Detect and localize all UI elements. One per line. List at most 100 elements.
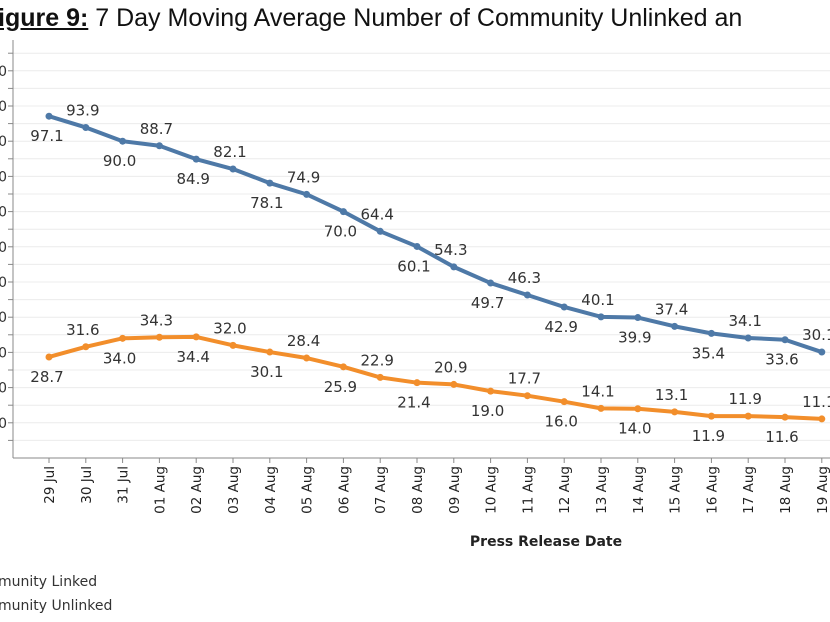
x-tick-label: 10 Aug <box>484 466 500 514</box>
data-label: 33.6 <box>765 351 798 369</box>
data-label: 46.3 <box>508 269 541 287</box>
x-tick-label: 09 Aug <box>447 466 463 514</box>
data-point <box>339 363 347 371</box>
data-point <box>707 412 715 420</box>
data-label: 97.1 <box>30 127 63 145</box>
data-label: 34.3 <box>140 311 173 329</box>
data-point <box>119 137 127 145</box>
data-point <box>155 142 163 150</box>
data-label: 35.4 <box>692 344 725 362</box>
data-point <box>82 343 90 351</box>
data-label: 17.7 <box>508 370 541 388</box>
data-point <box>671 322 679 330</box>
x-tick-label: 14 Aug <box>631 466 647 514</box>
data-point <box>818 348 826 356</box>
x-tick-label: 17 Aug <box>741 466 757 514</box>
data-point <box>781 413 789 421</box>
data-label: 21.4 <box>397 394 430 412</box>
x-tick-label: 31 Jul <box>116 466 132 504</box>
data-label: 42.9 <box>544 318 577 336</box>
data-label: 11.1 <box>802 393 830 411</box>
series-line-linked <box>48 114 823 354</box>
data-point <box>781 336 789 344</box>
x-tick-label: 12 Aug <box>557 466 573 514</box>
data-label: 30.1 <box>250 363 283 381</box>
data-point <box>45 112 53 120</box>
data-point <box>45 353 53 361</box>
data-label: 70.0 <box>324 223 357 241</box>
data-label: 60.1 <box>397 257 430 275</box>
data-label: 49.7 <box>471 294 504 312</box>
x-tick-label: 08 Aug <box>410 466 426 514</box>
x-tick-label: 11 Aug <box>520 466 536 514</box>
data-label: 84.9 <box>176 170 209 188</box>
x-tick-label: 06 Aug <box>336 466 352 514</box>
data-point <box>523 392 531 400</box>
y-tick-label: 40 <box>0 310 7 326</box>
y-tick-label: 80 <box>0 169 7 185</box>
data-label: 11.9 <box>728 390 761 408</box>
data-point <box>413 242 421 250</box>
data-point <box>450 263 458 271</box>
x-tick-label: 30 Jul <box>79 466 95 504</box>
x-tick-label: 04 Aug <box>263 466 279 514</box>
data-point <box>413 379 421 387</box>
data-point <box>744 412 752 420</box>
x-tick-label: 03 Aug <box>226 466 242 514</box>
data-label: 31.6 <box>66 321 99 339</box>
data-label: 40.1 <box>581 291 614 309</box>
x-tick-label: 15 Aug <box>668 466 684 514</box>
data-label: 90.0 <box>103 152 136 170</box>
chart-title: igure 9: 7 Day Moving Average Number of … <box>0 4 742 33</box>
x-tick-label: 05 Aug <box>300 466 316 514</box>
data-point <box>266 179 274 187</box>
data-label: 78.1 <box>250 194 283 212</box>
data-point <box>744 334 752 342</box>
data-point <box>671 408 679 416</box>
data-label: 28.4 <box>287 332 320 350</box>
data-point <box>560 303 568 311</box>
y-tick-label: 100 <box>0 99 7 115</box>
x-tick-label: 02 Aug <box>189 466 205 514</box>
data-label: 11.9 <box>692 427 725 445</box>
data-point <box>597 404 605 412</box>
data-label: 39.9 <box>618 329 651 347</box>
data-point <box>597 313 605 321</box>
data-point <box>707 329 715 337</box>
x-tick-label: 07 Aug <box>373 466 389 514</box>
data-point <box>523 291 531 299</box>
data-label: 25.9 <box>324 378 357 396</box>
data-point <box>82 123 90 131</box>
data-label: 14.1 <box>581 382 614 400</box>
data-label: 32.0 <box>213 319 246 337</box>
y-tick-label: 10 <box>0 416 7 432</box>
title-text: 7 Day Moving Average Number of Community… <box>88 4 743 32</box>
data-label: 88.7 <box>140 120 173 138</box>
x-axis-label: Press Release Date <box>470 534 622 550</box>
data-label: 74.9 <box>287 168 320 186</box>
data-point <box>487 279 495 287</box>
y-tick-label: 20 <box>0 381 7 397</box>
data-point <box>634 405 642 413</box>
legend-item-unlinked: munity Unlinked <box>0 598 113 614</box>
data-label: 14.0 <box>618 420 651 438</box>
data-label: 13.1 <box>655 386 688 404</box>
data-point <box>339 208 347 216</box>
data-point <box>192 333 200 341</box>
data-point <box>192 155 200 163</box>
x-tick-label: 13 Aug <box>594 466 610 514</box>
data-label: 64.4 <box>360 205 393 223</box>
data-point <box>303 354 311 362</box>
series-line-unlinked <box>48 334 822 421</box>
x-tick-label: 16 Aug <box>704 466 720 514</box>
data-label: 30.1 <box>802 326 830 344</box>
data-point <box>266 348 274 356</box>
data-point <box>560 398 568 406</box>
data-point <box>229 165 237 173</box>
y-tick-label: 30 <box>0 345 7 361</box>
data-point <box>229 341 237 349</box>
data-label: 20.9 <box>434 358 467 376</box>
data-label: 34.4 <box>176 348 209 366</box>
legend-item-linked: munity Linked <box>0 574 98 590</box>
